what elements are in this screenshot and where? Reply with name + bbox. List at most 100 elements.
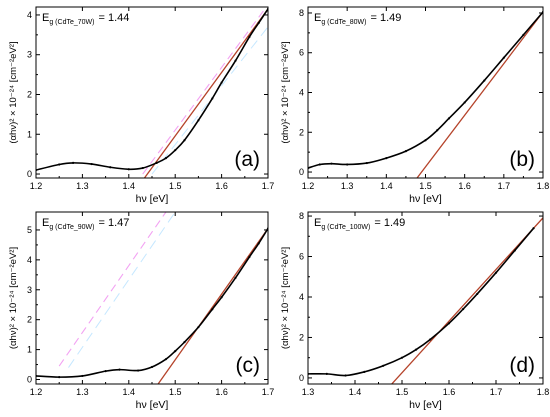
data-point [257, 21, 260, 25]
ghost-dashed-line [142, 10, 264, 175]
y-tick-label: 4 [299, 88, 304, 98]
eg-symbol: E [314, 217, 321, 229]
eg-annotation: Eg (CdTe_80W) = 1.49 [314, 12, 401, 26]
ghost-dashed-line [68, 212, 176, 368]
plot-frame [35, 211, 269, 385]
data-point [415, 348, 418, 351]
data-point [211, 308, 214, 311]
data-point [164, 358, 168, 361]
data-point [385, 157, 388, 160]
x-tick-label: 1.7 [262, 387, 275, 397]
y-axis-label: (αhν)² × 10⁻²⁴ [cm⁻²eV²] [8, 41, 19, 143]
eg-subscript: g (CdTe_70W) [49, 19, 94, 26]
data-point [58, 376, 61, 379]
data-point [150, 365, 154, 369]
data-point [81, 374, 84, 378]
data-point [90, 162, 93, 166]
data-point [127, 168, 130, 171]
y-axis-label: (αhν)² × 10⁻²⁴ [cm⁻²eV²] [8, 247, 19, 349]
data-point [483, 79, 486, 82]
x-tick-label: 1.4 [123, 181, 136, 191]
data-curve [36, 8, 268, 171]
data-point [429, 338, 432, 341]
eg-annotation: Eg (CdTe_70W) = 1.44 [42, 12, 129, 26]
data-point [318, 163, 321, 166]
plot-frame [307, 6, 544, 179]
linear-fit-line [390, 217, 543, 384]
data-point [344, 374, 347, 377]
data-point [248, 35, 251, 38]
data-point [382, 364, 385, 367]
x-tick-label: 1.4 [349, 387, 362, 397]
y-tick-label: 0 [27, 375, 32, 385]
x-tick-label: 1.7 [498, 181, 511, 191]
eg-annotation: Eg (CdTe_100W) = 1.49 [314, 217, 405, 231]
eg-symbol: E [42, 12, 49, 24]
x-tick-label: 1.2 [302, 181, 315, 191]
data-point [463, 101, 466, 104]
linear-fit-line [143, 8, 268, 178]
y-tick-label: 2 [27, 89, 32, 99]
eg-value: = 1.49 [370, 12, 401, 24]
y-axis-label: (αhν)² × 10⁻²⁴ [cm⁻²eV²] [280, 41, 291, 143]
panel-label: (c) [236, 354, 261, 377]
data-point [365, 161, 368, 165]
y-tick-label: 4 [27, 255, 32, 265]
x-tick-label: 1.5 [169, 387, 182, 397]
data-point [183, 139, 186, 142]
panel-a: 1.2 1.3 1.4 1.5 1.6 1.7 0 1 2 3 4 hν [eV] (αhν)² × 1… [8, 6, 274, 205]
y-tick-label: 2 [299, 332, 304, 342]
data-point [136, 369, 140, 372]
x-tick-label: 1.4 [380, 181, 393, 191]
y-tick-label: 0 [299, 373, 304, 383]
linear-fit-line [157, 228, 268, 384]
data-point [183, 341, 186, 344]
x-axis-label: hν [eV] [409, 399, 442, 411]
data-point [424, 139, 427, 142]
data-point [346, 163, 349, 166]
data-point [109, 166, 112, 169]
data-point [234, 59, 237, 62]
data-point [513, 249, 516, 252]
y-tick-label: 1 [27, 345, 32, 355]
x-tick-label: 1.8 [537, 181, 550, 191]
y-tick-label: 6 [299, 252, 304, 262]
ghost-dashed-line [58, 212, 167, 367]
data-point [257, 242, 260, 245]
panel-label: (d) [509, 354, 535, 377]
data-point [330, 162, 333, 165]
y-tick-label: 3 [27, 50, 32, 60]
x-tick-label: 1.3 [302, 387, 315, 397]
y-tick-label: 5 [27, 225, 32, 235]
data-point [174, 349, 177, 353]
eg-value: = 1.47 [98, 217, 129, 229]
panel-c: 1.2 1.3 1.4 1.5 1.6 1.7 0 1 2 3 4 5 hν [eV] (αhν)² × … [8, 211, 275, 411]
x-tick-label: 1.3 [76, 181, 89, 191]
data-point [164, 157, 168, 160]
panel-label: (a) [234, 148, 260, 171]
data-point [220, 296, 223, 299]
x-tick-label: 1.2 [30, 387, 43, 397]
x-tick-label: 1.6 [458, 181, 471, 191]
data-point [325, 372, 328, 375]
x-tick-label: 1.5 [396, 387, 409, 397]
data-point [58, 163, 61, 166]
eg-symbol: E [314, 12, 321, 24]
panel-b: 1.2 1.3 1.4 1.5 1.6 1.7 1.8 0 2 4 6 8 hν [eV] (αhν)² … [280, 6, 550, 205]
data-point [234, 276, 237, 279]
data-curve [308, 227, 535, 377]
data-point [141, 166, 144, 170]
eg-subscript: g (CdTe_100W) [321, 224, 370, 231]
y-tick-label: 4 [27, 10, 32, 20]
eg-subscript: g (CdTe_90W) [49, 224, 94, 231]
data-point [404, 150, 408, 153]
x-tick-label: 1.3 [341, 181, 354, 191]
eg-value: = 1.49 [374, 217, 405, 229]
data-point [197, 326, 200, 329]
data-point [248, 255, 251, 258]
y-tick-label: 2 [27, 315, 32, 325]
data-point [494, 271, 498, 274]
data-point [118, 368, 121, 371]
plot-frame [35, 6, 269, 179]
y-tick-label: 8 [299, 211, 304, 221]
